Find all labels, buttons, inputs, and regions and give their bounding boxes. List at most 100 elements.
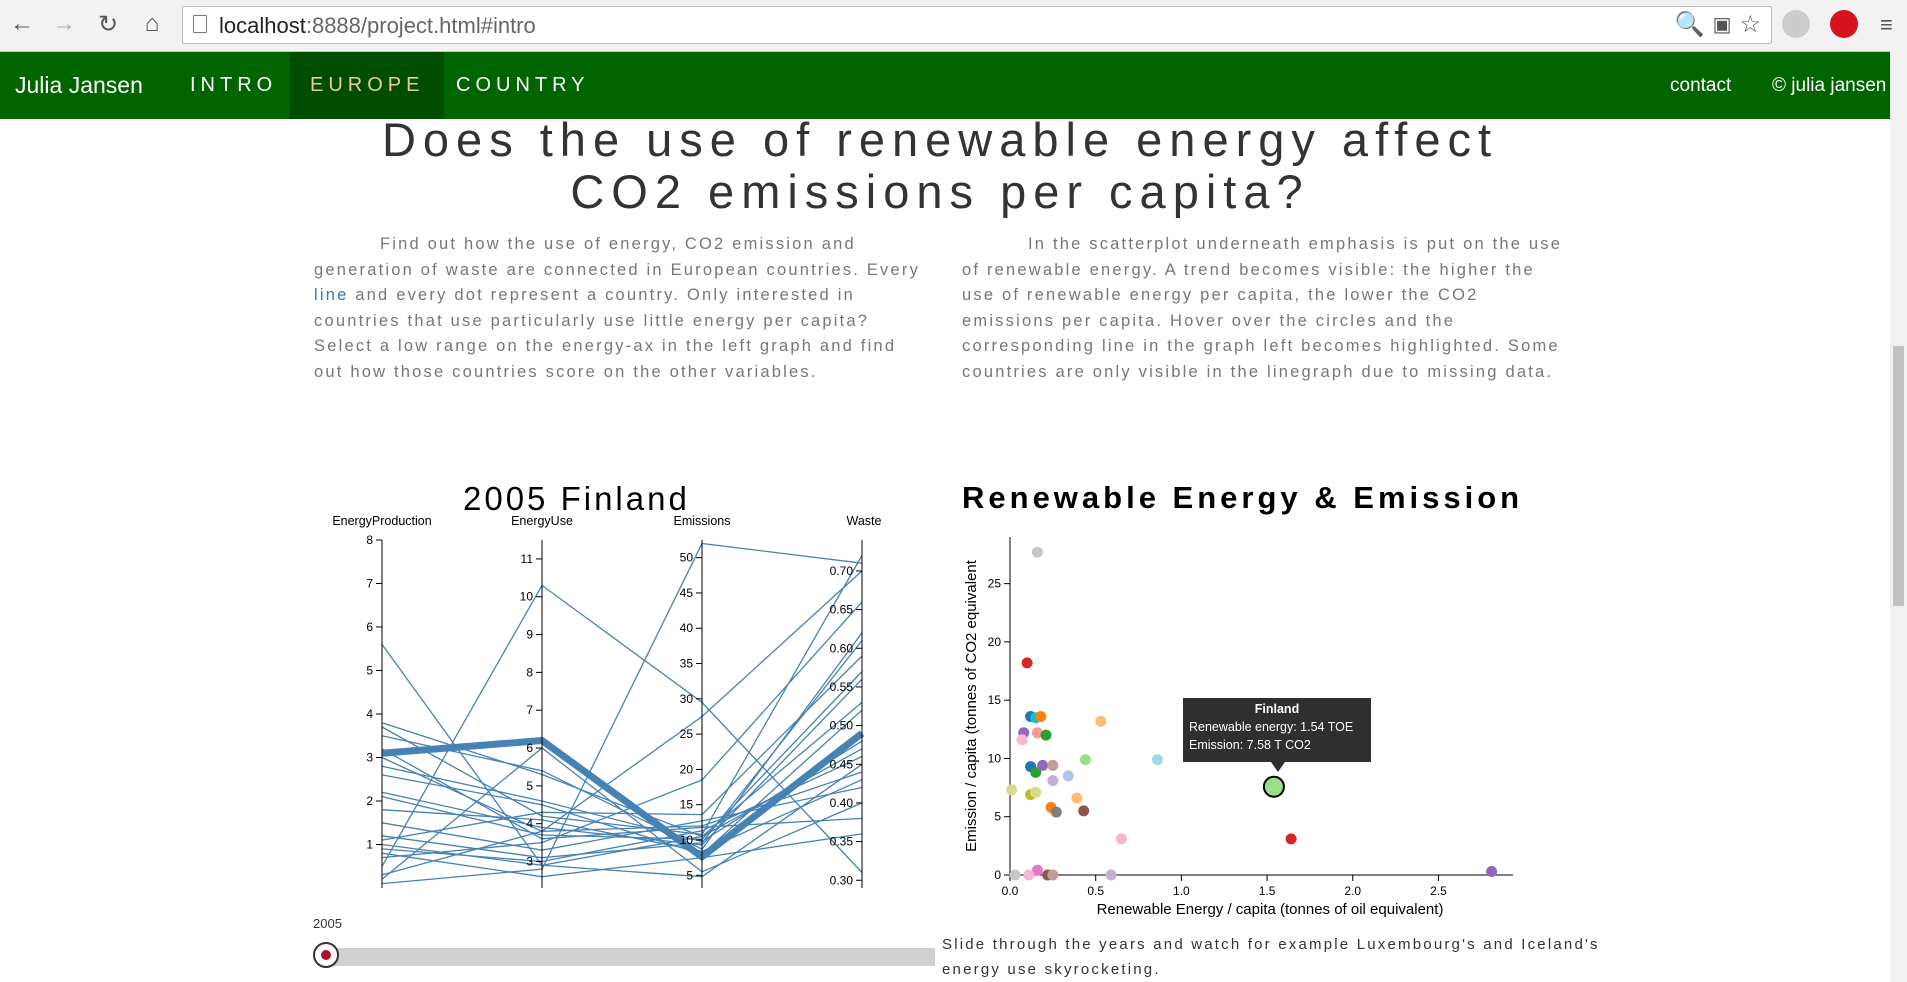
- scatter-y-label: Emission / capita (tonnes of CO2 equival…: [963, 559, 980, 852]
- pc-tick-label-2-6: 35: [680, 657, 694, 671]
- home-icon[interactable]: ⌂: [144, 10, 160, 37]
- title-line-2: CO2 emissions per capita?: [570, 165, 1310, 218]
- pc-line-14: [381, 748, 863, 866]
- pc-tick-label-0-6: 7: [366, 577, 373, 591]
- star-icon[interactable]: ☆: [1739, 11, 1761, 38]
- scatter-xtick-label-5: 2.5: [1430, 884, 1447, 898]
- scatter-chart-title: Renewable Energy & Emission: [962, 480, 1524, 515]
- intro-left-paragraph: Find out how the use of energy, CO2 emis…: [314, 232, 926, 385]
- extension-icon[interactable]: [1782, 10, 1810, 38]
- page-scrollbar[interactable]: [1890, 51, 1907, 982]
- pc-axis-1: EnergyUse 3 4 5 6 7 8 9 10 11: [511, 514, 573, 888]
- scatter-ytick-label-0: 0: [994, 868, 1001, 882]
- pc-line-highlighted: [381, 730, 865, 861]
- nav-country[interactable]: COUNTRY: [456, 74, 590, 96]
- pc-tick-label-3-2: 0.40: [830, 796, 854, 810]
- scatter-point-finland: [1262, 775, 1285, 798]
- pc-tick-label-0-2: 3: [366, 751, 373, 765]
- url-path: :8888/project.html#intro: [305, 13, 536, 38]
- nav-europe[interactable]: EUROPE: [290, 52, 445, 119]
- line-link[interactable]: line: [314, 286, 349, 304]
- nav-intro[interactable]: INTRO: [190, 74, 278, 96]
- pc-line-2: [381, 555, 863, 836]
- scrollbar-thumb[interactable]: [1893, 346, 1904, 606]
- translate-icon[interactable]: ▣: [1712, 14, 1732, 36]
- scatter-point-29: [1023, 869, 1035, 881]
- scatter-chart[interactable]: 0 5 10 15 20 25 0.0 0.5 1.0 1.5 2.0 2.5 Renewable En…: [950, 525, 1530, 925]
- pc-axis-2: Emissions 5 10 15 20 25 30 35 40 45 50: [674, 514, 730, 888]
- slide-note-line-2: energy use skyrocketing.: [942, 961, 1161, 978]
- scatter-ytick-label-1: 5: [994, 810, 1001, 824]
- nav-contact[interactable]: contact: [1670, 75, 1732, 96]
- scatter-point-4: [1035, 711, 1047, 722]
- pc-tick-label-0-7: 8: [366, 533, 373, 547]
- title-line-1: Does the use of renewable energy affect: [381, 113, 1499, 166]
- pc-axis-3: Waste 0.30 0.35 0.40 0.45 0.50 0.55 0.60 0.65 0.7…: [830, 514, 882, 888]
- scatter-point-32: [1047, 869, 1059, 881]
- year-slider-track[interactable]: [330, 948, 935, 966]
- scatter-x-label: Renewable Energy / capita (tonnes of oil…: [1097, 901, 1444, 918]
- scatter-point-17: [1151, 754, 1163, 766]
- scatter-point-7: [1031, 727, 1043, 739]
- pc-tick-label-2-8: 45: [680, 586, 694, 600]
- scatter-xtick-label-1: 0.5: [1087, 884, 1104, 898]
- tooltip-renewable: Renewable energy: 1.54 TOE: [1189, 720, 1354, 734]
- intro-left-text-2: and every dot represent a country. Only …: [314, 286, 897, 381]
- pc-tick-label-2-7: 40: [680, 621, 694, 635]
- scatter-point-33: [1105, 869, 1117, 881]
- pc-line-9: [381, 671, 863, 840]
- pc-line-16: [381, 833, 863, 878]
- url-text[interactable]: localhost:8888/project.html#intro: [219, 13, 536, 39]
- pc-tick-label-1-3: 6: [526, 741, 533, 755]
- page-icon: [193, 15, 207, 33]
- pc-line-17: [381, 601, 863, 859]
- reload-icon[interactable]: ↻: [97, 10, 119, 38]
- site-navbar: Julia Jansen INTRO EUROPE COUNTRY contac…: [0, 52, 1890, 119]
- parallel-coordinates-chart[interactable]: EnergyProduction12345678EnergyUse3456789…: [310, 510, 890, 900]
- back-icon[interactable]: ←: [10, 10, 34, 37]
- brand-link[interactable]: Julia Jansen: [15, 72, 143, 98]
- scatter-point-26: [1285, 833, 1297, 845]
- pc-axis-0: EnergyProduction 1 2 3 4 5 6 7 8: [332, 514, 432, 888]
- pc-tick-label-2-9: 50: [680, 551, 694, 565]
- adblock-icon[interactable]: [1830, 10, 1858, 38]
- tooltip-emission: Emission: 7.58 T CO2: [1189, 738, 1311, 752]
- scatter-point-27: [1115, 833, 1127, 845]
- pc-tick-label-2-4: 25: [680, 727, 694, 741]
- pc-line-1: [381, 701, 863, 838]
- scatter-point-15: [1062, 770, 1074, 782]
- scatter-xtick-label-0: 0.0: [1002, 884, 1019, 898]
- zoom-icon[interactable]: 🔍: [1674, 11, 1705, 38]
- pc-tick-label-1-0: 3: [526, 855, 533, 869]
- scatter-point-23: [1050, 806, 1062, 818]
- pc-axis-name-1: EnergyUse: [511, 514, 573, 528]
- menu-icon[interactable]: ≡: [1880, 12, 1893, 37]
- pc-tick-label-0-5: 6: [366, 620, 373, 634]
- pc-tick-label-3-1: 0.35: [830, 835, 854, 849]
- pc-axis-name-3: Waste: [847, 514, 882, 528]
- scatter-point-13: [1047, 759, 1059, 771]
- scatter-point-30: [1009, 869, 1021, 881]
- tooltip-country: Finland: [1254, 702, 1300, 716]
- address-bar[interactable]: localhost:8888/project.html#intro 🔍 ▣ ☆: [182, 6, 1772, 44]
- forward-icon[interactable]: →: [52, 10, 76, 37]
- pc-tick-label-0-1: 2: [366, 794, 373, 808]
- browser-toolbar: ← → ↻ ⌂ localhost:8888/project.html#intr…: [0, 0, 1907, 52]
- scatter-point-19: [1030, 786, 1042, 798]
- pc-tick-label-2-0: 5: [686, 868, 693, 882]
- scatter-point-8: [1040, 729, 1052, 741]
- pc-tick-label-3-3: 0.45: [830, 757, 854, 771]
- scatter-xtick-label-2: 1.0: [1173, 884, 1190, 898]
- pc-line-20: [381, 747, 863, 880]
- scatter-point-24: [1078, 805, 1090, 817]
- pc-tick-label-1-5: 8: [526, 665, 533, 679]
- scatter-point-14: [1079, 754, 1091, 766]
- scatter-point-12: [1037, 759, 1049, 771]
- year-label: 2005: [313, 916, 342, 931]
- pc-tick-label-3-8: 0.70: [830, 564, 854, 578]
- year-slider-handle[interactable]: [313, 942, 339, 968]
- scatter-point-0: [1031, 546, 1043, 558]
- scatter-ytick-label-4: 20: [988, 635, 1002, 649]
- slide-note: Slide through the years and watch for ex…: [942, 932, 1600, 982]
- pc-line-18: [381, 584, 863, 873]
